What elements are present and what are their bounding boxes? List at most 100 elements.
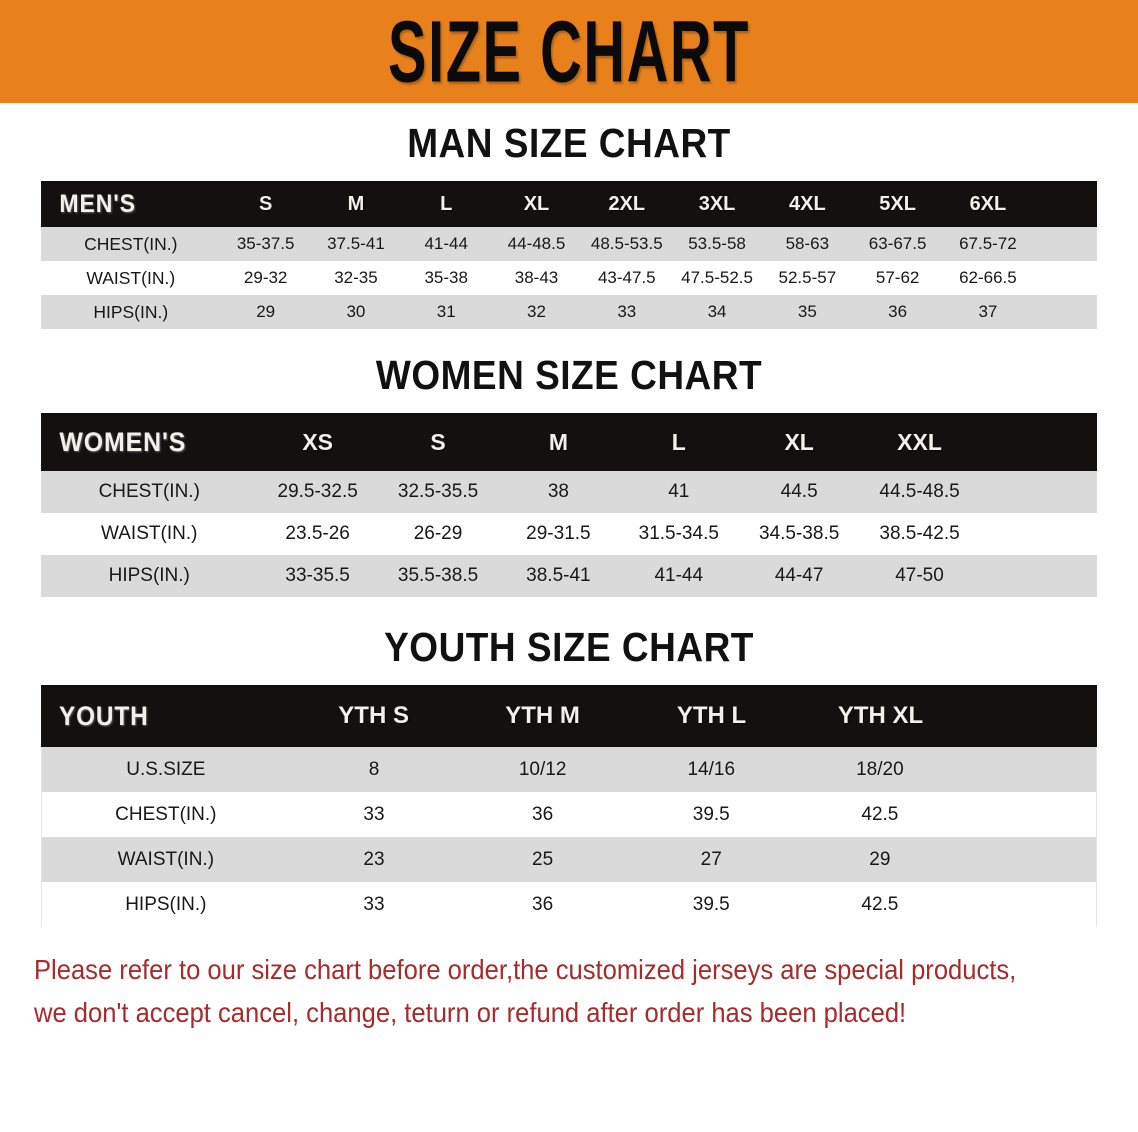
women-hips-s: 35.5-38.5 [397, 565, 479, 586]
man-waist-4xl: 52.5-57 [778, 268, 837, 287]
man-hips-s: 29 [256, 302, 276, 321]
man-chest-2xl: 48.5-53.5 [590, 234, 663, 253]
women-chest-s: 32.5-35.5 [397, 481, 479, 502]
man-table-corner-label: MEN'S [59, 189, 136, 218]
youth-us-size-yth-s: 8 [368, 758, 380, 780]
youth-row-hips: HIPS(IN.) 33 36 39.5 42.5 [41, 882, 1097, 927]
women-column-header-xl: XL [784, 428, 814, 455]
youth-row-label-hips: HIPS(IN.) [125, 893, 207, 915]
women-column-header-s: S [430, 428, 446, 455]
youth-waist-yth-l: 27 [700, 848, 722, 870]
youth-section-title: YOUTH SIZE CHART [384, 624, 754, 670]
man-hips-l: 31 [436, 302, 456, 321]
man-chest-m: 37.5-41 [327, 234, 385, 253]
man-column-header-xl: XL [523, 192, 550, 215]
youth-row-label-waist: WAIST(IN.) [117, 848, 215, 870]
youth-row-label-chest: CHEST(IN.) [115, 803, 217, 825]
youth-us-size-yth-xl: 18/20 [856, 758, 904, 780]
women-section-title: WOMEN SIZE CHART [375, 352, 763, 398]
disclaimer-line-2: we don't accept cancel, change, teturn o… [34, 996, 907, 1028]
page-title: SIZE CHART [388, 1, 750, 100]
man-row-label-hips: HIPS(IN.) [93, 301, 169, 322]
man-chest-l: 41-44 [424, 234, 468, 253]
women-size-table: WOMEN'S XS S M L XL XXL CHEST(IN.) 29.5-… [41, 413, 1097, 597]
women-waist-xxl: 38.5-42.5 [879, 523, 960, 544]
women-hips-xxl: 47-50 [895, 565, 944, 586]
man-row-label-waist: WAIST(IN.) [86, 267, 176, 288]
man-table-header-row: MEN'S S M L XL 2XL 3XL 4XL 5XL 6XL [41, 181, 1097, 227]
man-waist-m: 32-35 [334, 268, 378, 287]
disclaimer-note: Please refer to our size chart before or… [34, 949, 1029, 1034]
man-column-header-m: M [347, 192, 365, 215]
youth-column-header-yth-l: YTH L [676, 702, 747, 729]
man-hips-6xl: 37 [978, 302, 998, 321]
women-row-waist: WAIST(IN.) 23.5-26 26-29 29-31.5 31.5-34… [41, 513, 1097, 555]
women-table-header-row: WOMEN'S XS S M L XL XXL [41, 413, 1097, 471]
man-waist-2xl: 43-47.5 [597, 268, 656, 287]
women-chest-m: 38 [547, 481, 569, 502]
youth-waist-yth-s: 23 [363, 848, 385, 870]
women-column-header-m: M [548, 428, 568, 455]
youth-chest-yth-s: 33 [363, 803, 385, 825]
youth-chest-yth-m: 36 [532, 803, 554, 825]
youth-hips-yth-m: 36 [532, 893, 554, 915]
women-chest-xxl: 44.5-48.5 [879, 481, 960, 502]
youth-row-label-us-size: U.S.SIZE [126, 758, 206, 780]
youth-chest-yth-xl: 42.5 [861, 803, 899, 825]
youth-size-table: YOUTH YTH S YTH M YTH L YTH XL U.S.SIZE … [41, 685, 1097, 927]
women-chest-xs: 29.5-32.5 [277, 481, 358, 502]
man-chest-4xl: 58-63 [785, 234, 830, 253]
youth-row-chest: CHEST(IN.) 33 36 39.5 42.5 [41, 792, 1097, 837]
man-waist-5xl: 57-62 [875, 268, 920, 287]
man-waist-l: 35-38 [424, 268, 468, 287]
women-chest-xl: 44.5 [780, 481, 818, 502]
man-chest-3xl: 53.5-58 [688, 234, 746, 253]
women-row-label-hips: HIPS(IN.) [108, 565, 190, 586]
women-column-header-xs: XS [302, 428, 333, 455]
man-hips-5xl: 36 [888, 302, 908, 321]
man-waist-6xl: 62-66.5 [959, 268, 1017, 287]
man-row-hips: HIPS(IN.) 29 30 31 32 33 34 35 36 37 [41, 295, 1097, 329]
youth-us-size-yth-m: 10/12 [518, 758, 567, 780]
youth-row-waist: WAIST(IN.) 23 25 27 29 [41, 837, 1097, 882]
youth-column-header-yth-s: YTH S [338, 702, 409, 729]
women-waist-xs: 23.5-26 [285, 523, 350, 544]
man-chest-6xl: 67.5-72 [959, 234, 1017, 253]
man-column-header-s: S [258, 192, 273, 215]
man-waist-3xl: 47.5-52.5 [681, 268, 753, 287]
women-waist-m: 29-31.5 [526, 523, 591, 544]
women-row-label-chest: CHEST(IN.) [98, 481, 200, 502]
man-chest-5xl: 63-67.5 [868, 234, 927, 253]
women-hips-xl: 44-47 [774, 565, 824, 586]
man-row-chest: CHEST(IN.) 35-37.5 37.5-41 41-44 44-48.5… [41, 227, 1097, 261]
man-row-waist: WAIST(IN.) 29-32 32-35 35-38 38-43 43-47… [41, 261, 1097, 295]
youth-chest-yth-l: 39.5 [692, 803, 730, 825]
women-table-corner-label: WOMEN'S [59, 426, 187, 457]
youth-hips-yth-xl: 42.5 [861, 893, 899, 915]
man-column-header-2xl: 2XL [608, 192, 646, 215]
women-row-chest: CHEST(IN.) 29.5-32.5 32.5-35.5 38 41 44.… [41, 471, 1097, 513]
man-chest-s: 35-37.5 [236, 234, 295, 253]
youth-row-us-size: U.S.SIZE 8 10/12 14/16 18/20 [41, 747, 1097, 792]
man-waist-s: 29-32 [243, 268, 288, 287]
page-banner: SIZE CHART [0, 0, 1138, 103]
man-column-header-3xl: 3XL [698, 192, 736, 215]
women-column-header-l: L [671, 428, 686, 455]
youth-column-header-yth-xl: YTH XL [837, 702, 924, 729]
youth-column-header-yth-m: YTH M [505, 702, 580, 729]
women-waist-l: 31.5-34.5 [638, 523, 719, 544]
youth-hips-yth-l: 39.5 [692, 893, 730, 915]
women-hips-xs: 33-35.5 [285, 565, 350, 586]
man-hips-3xl: 34 [707, 302, 727, 321]
women-waist-s: 26-29 [413, 523, 463, 544]
youth-table-header-row: YOUTH YTH S YTH M YTH L YTH XL [41, 685, 1097, 747]
man-hips-4xl: 35 [797, 302, 817, 321]
women-waist-xl: 34.5-38.5 [759, 523, 840, 544]
man-column-header-5xl: 5XL [879, 192, 916, 215]
youth-table-corner-label: YOUTH [59, 700, 149, 731]
man-hips-m: 30 [346, 302, 366, 321]
women-hips-m: 38.5-41 [526, 565, 591, 586]
women-chest-l: 41 [668, 481, 690, 502]
man-waist-xl: 38-43 [514, 268, 559, 287]
man-hips-2xl: 33 [617, 302, 637, 321]
